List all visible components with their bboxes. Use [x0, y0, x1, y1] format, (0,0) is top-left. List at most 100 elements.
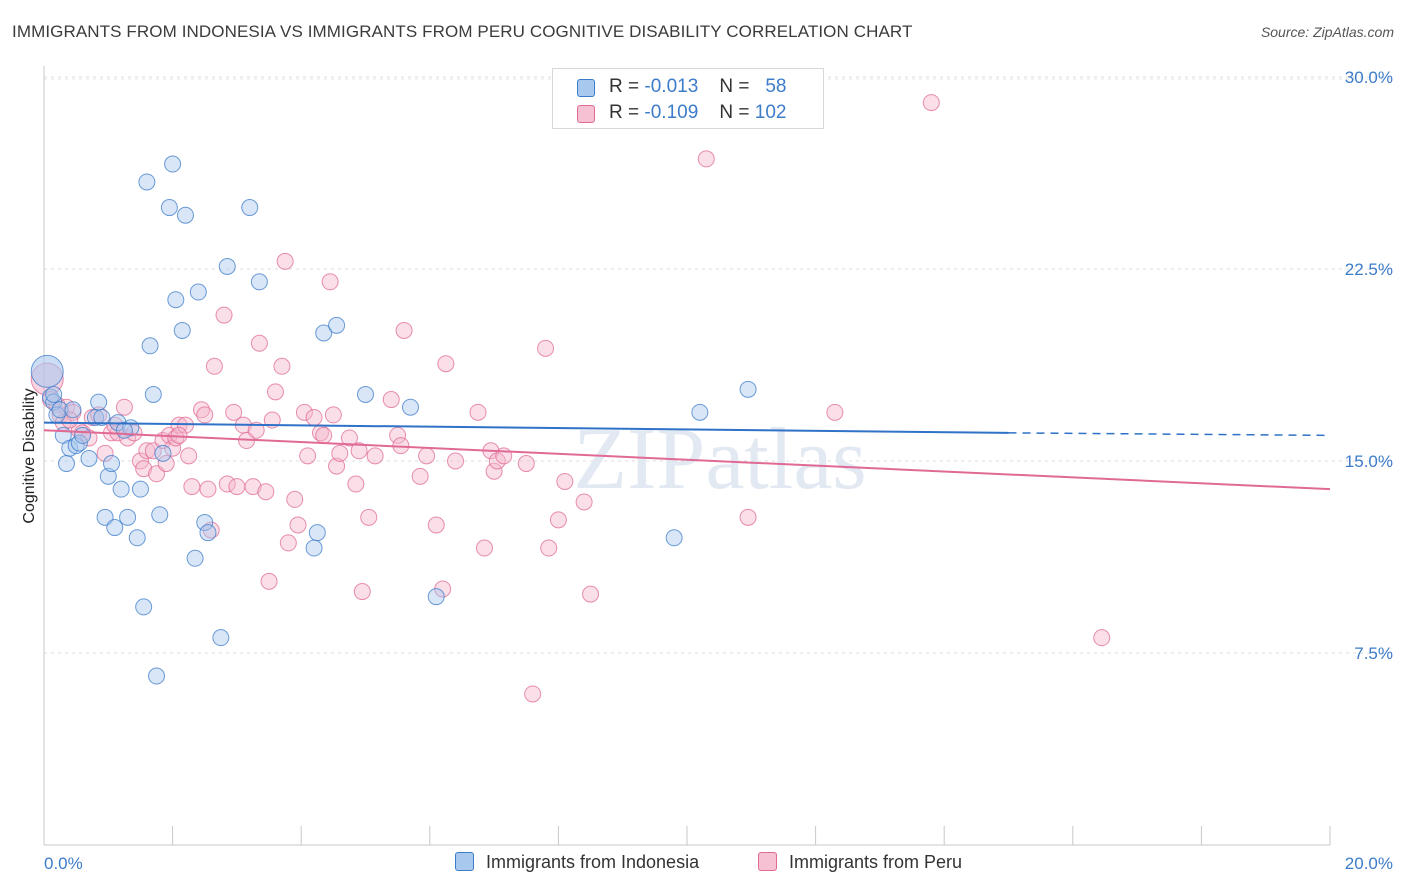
x-tick-label: 0.0% [44, 854, 83, 873]
peru-point [524, 685, 542, 703]
peru-point [289, 516, 307, 534]
chart-title: IMMIGRANTS FROM INDONESIA VS IMMIGRANTS … [12, 22, 913, 41]
indonesia-point [51, 401, 69, 419]
peru-point [257, 483, 275, 501]
series-indonesia-points [30, 155, 757, 685]
indonesia-point [250, 273, 268, 291]
peru-swatch [577, 105, 595, 123]
peru-point [299, 447, 317, 465]
axes [43, 66, 1331, 846]
indonesia-point [131, 480, 149, 498]
indonesia-point [212, 629, 230, 647]
indonesia-point [154, 444, 172, 462]
peru-point [125, 424, 143, 442]
y-tick-label: 7.5% [1354, 644, 1393, 663]
n-value: 102 [754, 102, 787, 123]
peru-point [437, 355, 455, 373]
peru-point [427, 516, 445, 534]
peru-point [135, 460, 153, 478]
indonesia-point [67, 437, 85, 455]
indonesia-point [58, 455, 76, 473]
peru-legend-swatch [758, 852, 777, 871]
indonesia-point [128, 529, 146, 547]
peru-point [540, 539, 558, 557]
peru-point [826, 403, 844, 421]
peru-point [260, 572, 278, 590]
indonesia-point [164, 155, 182, 173]
indonesia-point [103, 455, 121, 473]
series-peru-points [30, 94, 1111, 703]
peru-point [266, 383, 284, 401]
peru-point [469, 403, 487, 421]
indonesia-point [189, 283, 207, 301]
peru-point [180, 447, 198, 465]
peru-point [115, 398, 133, 416]
indonesia-point [691, 403, 709, 421]
indonesia-point [357, 385, 374, 403]
indonesia-point [93, 408, 111, 426]
peru-point [922, 94, 940, 112]
indonesia-point [173, 321, 191, 339]
peru-point [347, 475, 365, 493]
peru-point [295, 403, 313, 421]
peru-point [247, 421, 265, 439]
indonesia-point [119, 508, 137, 526]
peru-point [382, 391, 400, 409]
peru-point [225, 403, 243, 421]
indonesia-point [176, 206, 194, 224]
indonesia-point [135, 598, 153, 616]
peru-point [360, 508, 378, 526]
indonesia-point [41, 388, 59, 406]
indonesia-point [151, 506, 169, 524]
peru-point [340, 429, 358, 447]
peru-point [389, 426, 407, 444]
legend-item-indonesia[interactable]: Immigrants from Indonesia [455, 852, 699, 873]
y-tick-label: 22.5% [1345, 260, 1393, 279]
r-value: -0.013 [644, 76, 699, 97]
peru-point [331, 444, 349, 462]
y-tick-label: 15.0% [1345, 452, 1393, 471]
peru-point [273, 357, 291, 375]
peru-point [350, 442, 368, 460]
peru-point [517, 455, 535, 473]
r-label: R = [609, 102, 640, 123]
indonesia-point [186, 549, 204, 567]
peru-point [244, 478, 262, 496]
peru-point [315, 426, 333, 444]
legend-item-peru[interactable]: Immigrants from Peru [758, 852, 962, 873]
peru-point [395, 321, 413, 339]
indonesia-point [138, 173, 156, 191]
peru-point [196, 406, 214, 424]
peru-point [305, 408, 323, 426]
peru-point [167, 429, 185, 447]
peru-point [556, 472, 574, 490]
source-label: Source: ZipAtlas.com [1260, 24, 1394, 40]
peru-point [218, 475, 236, 493]
indonesia-point [148, 667, 166, 685]
indonesia-trend-line [43, 421, 1009, 434]
peru-point [96, 444, 114, 462]
n-label: N = [719, 102, 750, 123]
peru-point [205, 357, 223, 375]
trend-lines [43, 421, 1331, 491]
peru-point [697, 150, 715, 168]
indonesia-point [218, 257, 236, 275]
indonesia-point [167, 291, 185, 309]
peru-point [549, 511, 567, 529]
peru-point [447, 452, 465, 470]
indonesia-point [305, 539, 323, 557]
indonesia-point [665, 529, 683, 547]
peru-point [366, 447, 384, 465]
peru-point [418, 447, 436, 465]
gridlines [44, 76, 1392, 654]
indonesia-point [74, 426, 92, 444]
peru-point [353, 583, 371, 601]
x-tick-label: 20.0% [1345, 854, 1393, 873]
indonesia-point [196, 513, 214, 531]
tick-labels: 7.5% 15.0% 22.5% 30.0% 0.0% 20.0% [44, 68, 1393, 873]
indonesia-point [427, 588, 445, 606]
indonesia-point [112, 480, 130, 498]
watermark: ZIPatlas [573, 411, 866, 508]
peru-point [279, 534, 297, 552]
